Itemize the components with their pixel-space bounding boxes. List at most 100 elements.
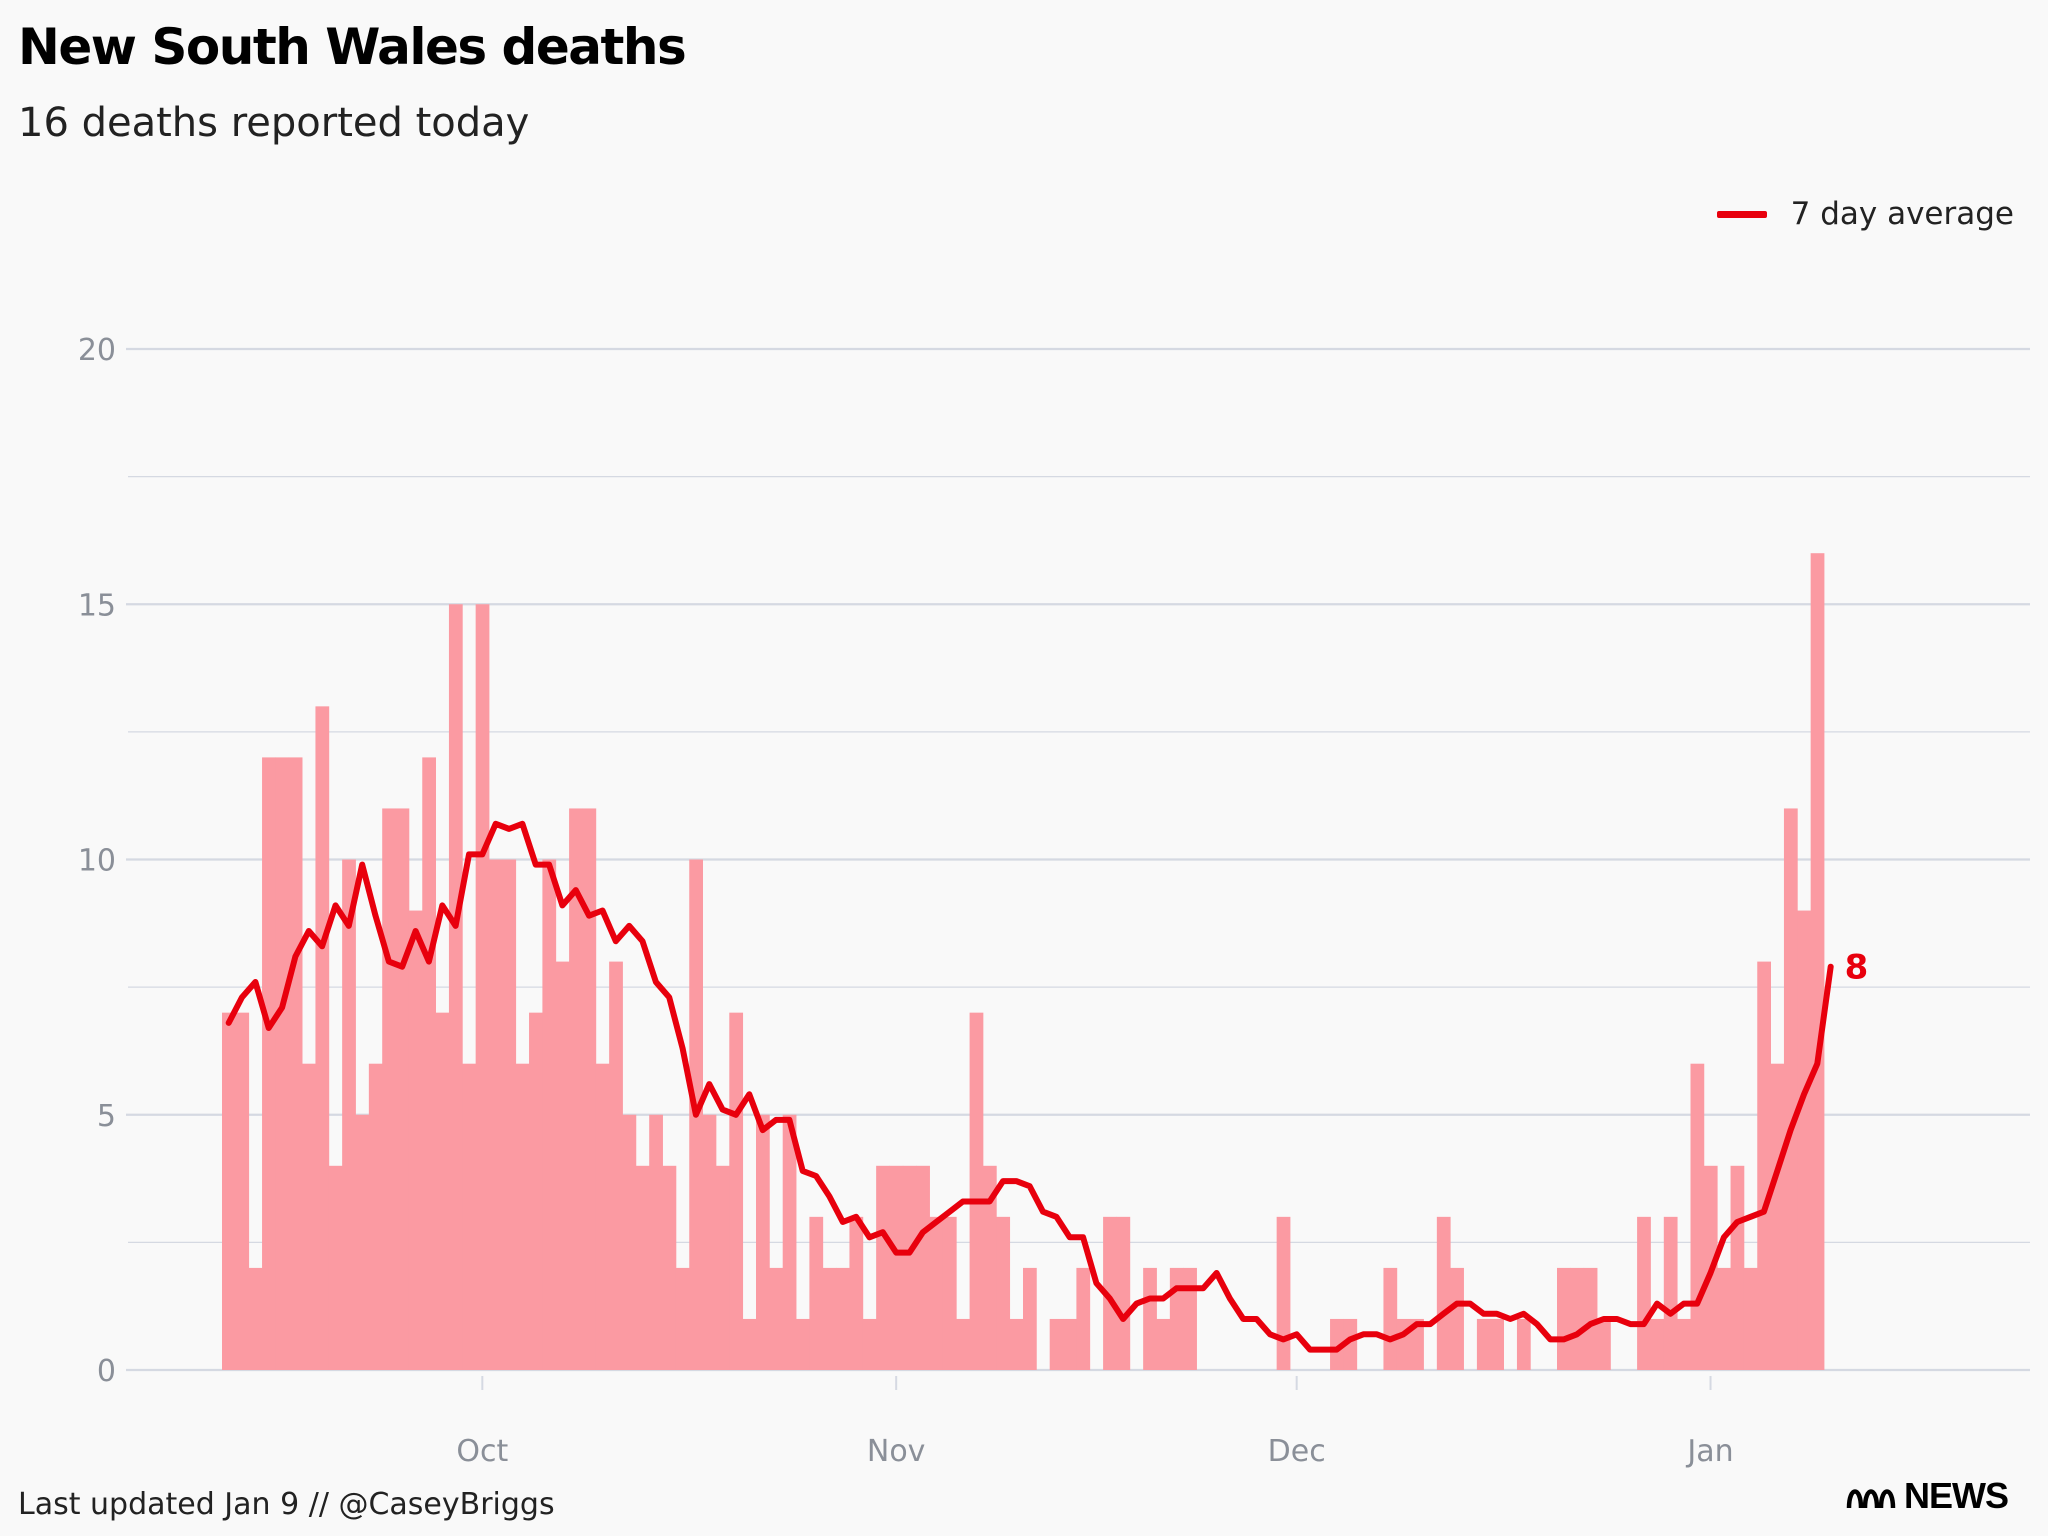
daily-deaths-bar: [542, 859, 557, 1370]
daily-deaths-bar: [302, 1063, 316, 1370]
daily-deaths-bar: [635, 1165, 650, 1370]
daily-deaths-bar: [1116, 1216, 1131, 1370]
chart-subtitle: 16 deaths reported today: [18, 100, 530, 146]
daily-deaths-bar: [235, 1012, 250, 1370]
abc-logo-icon: [1846, 1489, 1896, 1509]
daily-deaths-bar: [996, 1216, 1011, 1370]
daily-deaths-bar: [849, 1216, 864, 1370]
daily-deaths-bar: [555, 961, 570, 1370]
daily-deaths-bar: [862, 1318, 877, 1370]
daily-deaths-bar: [876, 1165, 890, 1370]
daily-deaths-bar: [1343, 1318, 1358, 1370]
daily-deaths-bar: [769, 1267, 784, 1370]
x-tick-label: Jan: [1685, 1434, 1733, 1469]
y-tick-label: 15: [78, 588, 116, 623]
brand-logo: NEWS: [1846, 1475, 2009, 1517]
daily-deaths-bar: [422, 757, 436, 1370]
daily-deaths-bar: [582, 808, 597, 1370]
daily-deaths-bar: [1797, 910, 1812, 1370]
daily-deaths-bar: [1156, 1318, 1171, 1370]
daily-deaths-bar: [275, 757, 290, 1370]
daily-deaths-bar: [702, 1114, 717, 1370]
daily-deaths-bar: [408, 910, 423, 1370]
chart-title: New South Wales deaths: [18, 18, 687, 76]
daily-deaths-bar: [622, 1114, 637, 1370]
daily-deaths-bar: [1730, 1165, 1745, 1370]
daily-deaths-bar: [1436, 1216, 1451, 1370]
daily-deaths-bar: [902, 1165, 917, 1370]
daily-deaths-bar: [328, 1165, 343, 1370]
brand-text: NEWS: [1904, 1475, 2009, 1516]
daily-deaths-bar: [1410, 1318, 1424, 1370]
daily-deaths-bar: [1143, 1267, 1157, 1370]
daily-deaths-bar: [1677, 1318, 1691, 1370]
daily-deaths-bar: [1396, 1318, 1411, 1370]
daily-deaths-bar: [595, 1063, 610, 1370]
daily-deaths-bar: [662, 1165, 677, 1370]
bar-series: [222, 553, 1825, 1370]
daily-deaths-bar: [1023, 1267, 1037, 1370]
daily-deaths-bar: [836, 1267, 850, 1370]
daily-deaths-bar: [1557, 1267, 1571, 1370]
daily-deaths-bar: [1330, 1318, 1344, 1370]
daily-deaths-bar: [462, 1063, 477, 1370]
x-tick-label: Dec: [1268, 1434, 1326, 1469]
daily-deaths-bar: [1663, 1216, 1678, 1370]
daily-deaths-bar: [475, 604, 490, 1370]
footer-credit: Last updated Jan 9 // @CaseyBriggs: [18, 1487, 555, 1522]
y-tick-label: 5: [97, 1099, 116, 1134]
legend: 7 day average: [1716, 196, 2014, 232]
average-line-series: 8: [225, 820, 1869, 1353]
daily-deaths-bar: [1009, 1318, 1024, 1370]
daily-deaths-bar: [1637, 1216, 1651, 1370]
daily-deaths-bar: [1597, 1318, 1611, 1370]
y-tick-label: 20: [78, 333, 116, 368]
daily-deaths-bar: [782, 1114, 797, 1370]
daily-deaths-bar: [1450, 1267, 1464, 1370]
daily-deaths-bar: [942, 1216, 957, 1370]
daily-deaths-bar: [1757, 961, 1771, 1370]
daily-deaths-bar: [288, 757, 303, 1370]
daily-deaths-bar: [1049, 1318, 1064, 1370]
daily-deaths-bar: [368, 1063, 383, 1370]
daily-deaths-bar: [355, 1114, 370, 1370]
daily-deaths-bar: [342, 859, 356, 1370]
daily-deaths-bar: [529, 1012, 543, 1370]
daily-deaths-bar: [1717, 1267, 1731, 1370]
daily-deaths-bar: [1076, 1267, 1091, 1370]
daily-deaths-bar: [1810, 553, 1825, 1370]
x-tick-label: Nov: [867, 1434, 926, 1469]
daily-deaths-bar: [675, 1267, 690, 1370]
daily-deaths-bar: [809, 1216, 824, 1370]
daily-deaths-bar: [1169, 1267, 1184, 1370]
daily-deaths-bar: [248, 1267, 263, 1370]
daily-deaths-bar: [715, 1165, 730, 1370]
daily-deaths-bar: [395, 808, 410, 1370]
seven-day-average-line: [225, 820, 1834, 1353]
daily-deaths-bar: [1783, 808, 1798, 1370]
daily-deaths-bar: [262, 757, 276, 1370]
daily-deaths-bar: [502, 859, 517, 1370]
daily-deaths-bar: [756, 1114, 770, 1370]
y-tick-label: 0: [97, 1354, 116, 1389]
daily-deaths-bar: [1570, 1267, 1585, 1370]
daily-deaths-bar: [1650, 1318, 1665, 1370]
daily-deaths-bar: [929, 1216, 944, 1370]
daily-deaths-bar: [1516, 1318, 1531, 1370]
legend-line-swatch: [1716, 210, 1767, 218]
daily-deaths-bar: [1383, 1267, 1398, 1370]
daily-deaths-bar: [515, 1063, 530, 1370]
daily-deaths-bar: [448, 604, 463, 1370]
daily-deaths-bar: [956, 1318, 970, 1370]
y-tick-label: 10: [78, 844, 116, 879]
daily-deaths-bar: [796, 1318, 810, 1370]
daily-deaths-bar: [742, 1318, 757, 1370]
daily-deaths-bar: [1103, 1216, 1117, 1370]
daily-deaths-bar: [982, 1165, 997, 1370]
daily-deaths-bar: [1276, 1216, 1291, 1370]
daily-deaths-bar: [1583, 1267, 1598, 1370]
daily-deaths-bar: [489, 859, 503, 1370]
latest-average-label: 8: [1845, 948, 1869, 988]
daily-deaths-bar: [609, 961, 623, 1370]
